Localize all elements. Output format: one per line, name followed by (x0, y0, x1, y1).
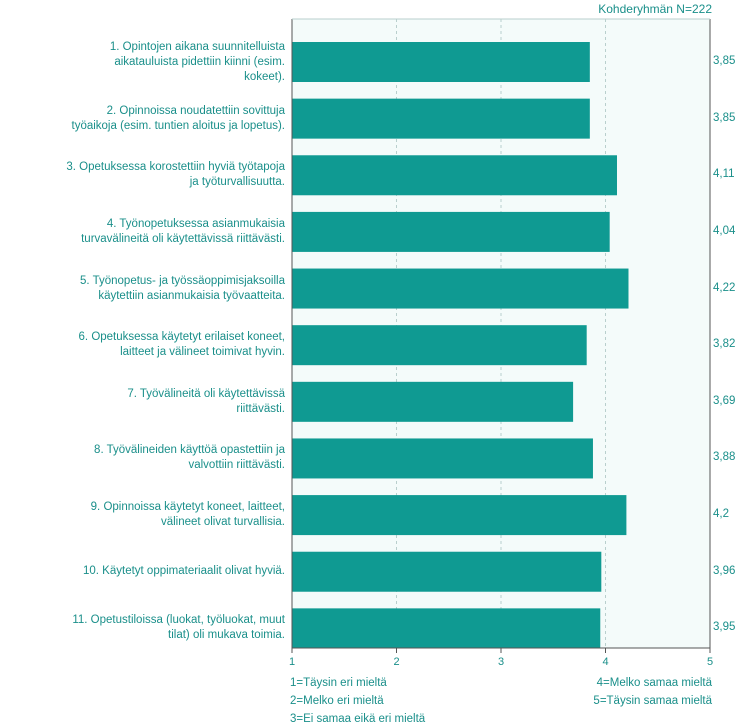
value-label: 4,2 (713, 508, 729, 521)
bar (292, 608, 601, 649)
category-label: 10. Käytetyt oppimateriaalit olivat hyvi… (83, 565, 285, 578)
bar (292, 42, 590, 82)
value-label: 4,11 (713, 168, 735, 181)
x-tick-label: 4 (602, 656, 609, 668)
bar (292, 495, 627, 536)
legend-item: 4=Melko samaa mieltä (596, 677, 712, 689)
value-label: 3,82 (713, 338, 736, 351)
value-label: 3,85 (713, 55, 736, 67)
value-label: 3,96 (713, 564, 736, 577)
bar (292, 325, 587, 366)
value-label: 4,04 (713, 224, 736, 237)
category-label: 2. Opinnoissa noudatettiin sovittuja työa… (71, 104, 286, 132)
category-label: 9. Opinnoissa käytetyt koneet, laitteet,… (90, 501, 285, 529)
value-label: 3,69 (713, 394, 736, 407)
category-label: 3. Opetuksessa korostettiin hyviä työtap… (66, 161, 285, 189)
value-label: 3,85 (713, 111, 736, 124)
bars (292, 42, 629, 649)
bar (292, 381, 574, 422)
legend-item: 3=Ei samaa eikä eri mieltä (290, 713, 426, 725)
x-tick-label: 3 (498, 656, 505, 668)
legend-item: 2=Melko eri mieltä (290, 695, 384, 707)
category-label: 6. Opetuksessa käytetyt erilaiset koneet… (78, 331, 285, 359)
legend-item: 5=Täysin samaa mieltä (593, 695, 712, 707)
category-label: 4. Työnopetuksessa asianmukaisia turvaväl… (81, 217, 285, 245)
bar (292, 438, 593, 479)
category-label: 8. Työvälineiden käyttöä opastettiin ja v… (94, 444, 285, 472)
x-axis-ticks (291, 648, 711, 653)
bar (292, 551, 602, 592)
sample-size-label: Kohderyhmän N=222 (598, 2, 712, 16)
bar (292, 211, 610, 252)
x-tick-label: 1 (289, 656, 296, 668)
bar (292, 155, 617, 196)
bar (292, 268, 629, 309)
bar (292, 98, 590, 139)
legend-item: 1=Täysin eri mieltä (290, 677, 387, 689)
value-label: 3,95 (713, 621, 736, 634)
value-label: 3,88 (713, 451, 736, 464)
x-tick-label: 5 (707, 656, 714, 668)
category-label: 11. Opetustiloissa (luokat, työluokat, m… (72, 614, 285, 642)
category-label: 1. Opintojen aikana suunnitelluista aikat… (109, 40, 285, 83)
value-label: 4,22 (713, 281, 736, 294)
category-label: 7. Työvälineitä oli käytettävissä riittäv… (127, 387, 285, 415)
x-tick-label: 2 (393, 656, 400, 668)
category-label: 5. Työnopetus- ja työssäoppimisjaksoilla… (80, 274, 285, 302)
